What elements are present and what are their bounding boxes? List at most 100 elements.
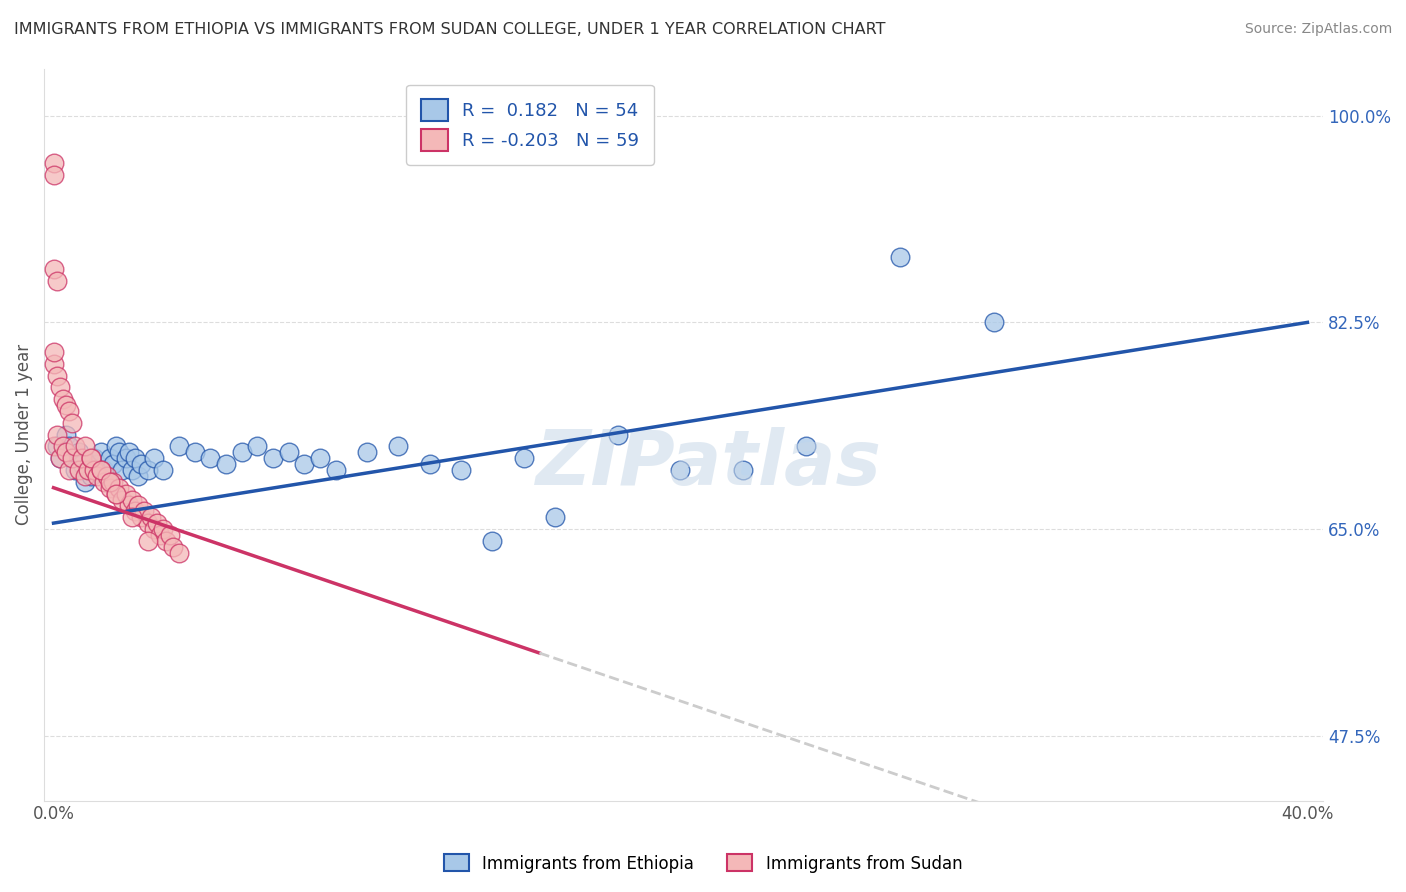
Point [139, 510, 162, 524]
Point [101, 457, 124, 471]
Point [42, 357, 65, 371]
Point [129, 457, 152, 471]
Point [733, 463, 755, 477]
Y-axis label: College, Under 1 year: College, Under 1 year [15, 344, 32, 525]
Point [129, 510, 152, 524]
Point [277, 445, 299, 459]
Point [544, 510, 567, 524]
Point [45, 274, 67, 288]
Point [481, 533, 503, 548]
Point [42, 156, 65, 170]
Point [86, 469, 108, 483]
Point [387, 439, 409, 453]
Point [262, 451, 284, 466]
Point [73, 469, 96, 483]
Point [136, 463, 159, 477]
Point [669, 463, 692, 477]
Point [105, 486, 128, 500]
Point [118, 445, 141, 459]
Point [134, 504, 156, 518]
Point [356, 445, 378, 459]
Point [108, 445, 131, 459]
Point [58, 404, 80, 418]
Point [86, 457, 108, 471]
Point [83, 463, 105, 477]
Point [83, 451, 105, 466]
Point [42, 262, 65, 277]
Point [983, 315, 1005, 329]
Point [142, 451, 165, 466]
Point [114, 486, 136, 500]
Point [127, 469, 149, 483]
Point [73, 439, 96, 453]
Point [55, 427, 77, 442]
Point [45, 368, 67, 383]
Point [58, 439, 80, 453]
Point [309, 451, 332, 466]
Point [98, 475, 121, 489]
Point [121, 492, 143, 507]
Point [149, 528, 172, 542]
Point [114, 451, 136, 466]
Point [52, 392, 75, 406]
Point [42, 439, 65, 453]
Point [118, 499, 141, 513]
Point [111, 492, 134, 507]
Point [90, 463, 112, 477]
Point [98, 481, 121, 495]
Point [70, 451, 93, 466]
Point [42, 345, 65, 359]
Point [45, 427, 67, 442]
Point [60, 416, 83, 430]
Point [513, 451, 536, 466]
Point [96, 469, 118, 483]
Point [55, 445, 77, 459]
Point [108, 481, 131, 495]
Point [67, 463, 90, 477]
Point [65, 439, 87, 453]
Point [52, 439, 75, 453]
Point [136, 533, 159, 548]
Point [162, 540, 184, 554]
Legend: R =  0.182   N = 54, R = -0.203   N = 59: R = 0.182 N = 54, R = -0.203 N = 59 [406, 85, 654, 165]
Point [142, 522, 165, 536]
Point [167, 439, 190, 453]
Point [450, 463, 472, 477]
Point [98, 451, 121, 466]
Point [73, 475, 96, 489]
Point [60, 451, 83, 466]
Point [93, 463, 115, 477]
Point [42, 168, 65, 182]
Point [121, 463, 143, 477]
Point [325, 463, 347, 477]
Text: ZIPatlas: ZIPatlas [536, 427, 882, 500]
Point [121, 510, 143, 524]
Point [101, 475, 124, 489]
Point [152, 463, 174, 477]
Point [127, 499, 149, 513]
Point [167, 546, 190, 560]
Point [231, 445, 253, 459]
Point [136, 516, 159, 530]
Legend: Immigrants from Ethiopia, Immigrants from Sudan: Immigrants from Ethiopia, Immigrants fro… [437, 847, 969, 880]
Point [146, 516, 169, 530]
Point [159, 528, 181, 542]
Point [155, 533, 177, 548]
Point [183, 445, 205, 459]
Point [419, 457, 441, 471]
Point [93, 475, 115, 489]
Point [606, 427, 628, 442]
Point [794, 439, 817, 453]
Point [215, 457, 238, 471]
Point [55, 398, 77, 412]
Point [105, 439, 128, 453]
Point [77, 463, 100, 477]
Point [90, 463, 112, 477]
Point [49, 380, 72, 394]
Point [77, 463, 100, 477]
Point [124, 504, 146, 518]
Point [67, 445, 90, 459]
Point [49, 451, 72, 466]
Point [96, 469, 118, 483]
Point [889, 251, 911, 265]
